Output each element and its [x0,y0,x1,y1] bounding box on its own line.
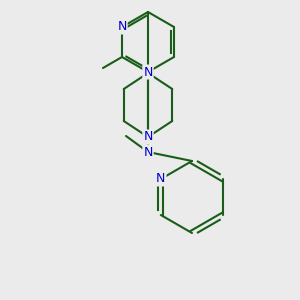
Text: N: N [143,130,153,143]
Text: N: N [156,172,166,185]
Text: N: N [117,20,127,34]
Text: N: N [143,146,153,158]
Text: N: N [143,65,153,79]
